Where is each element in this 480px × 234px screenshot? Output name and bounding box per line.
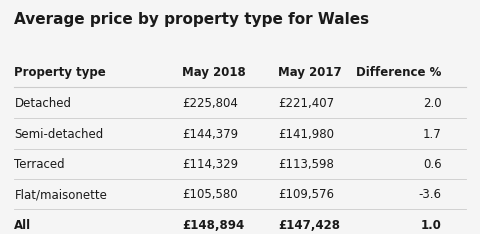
Text: £144,379: £144,379	[182, 128, 239, 141]
Text: Terraced: Terraced	[14, 158, 65, 171]
Text: £114,329: £114,329	[182, 158, 239, 171]
Text: Property type: Property type	[14, 66, 106, 79]
Text: Detached: Detached	[14, 97, 72, 110]
Text: £141,980: £141,980	[278, 128, 335, 141]
Text: 2.0: 2.0	[423, 97, 442, 110]
Text: Flat/maisonette: Flat/maisonette	[14, 188, 107, 201]
Text: Average price by property type for Wales: Average price by property type for Wales	[14, 12, 370, 27]
Text: £105,580: £105,580	[182, 188, 238, 201]
Text: Difference %: Difference %	[356, 66, 442, 79]
Text: £113,598: £113,598	[278, 158, 334, 171]
Text: 1.7: 1.7	[423, 128, 442, 141]
Text: May 2018: May 2018	[182, 66, 246, 79]
Text: 0.6: 0.6	[423, 158, 442, 171]
Text: £221,407: £221,407	[278, 97, 335, 110]
Text: £109,576: £109,576	[278, 188, 335, 201]
Text: May 2017: May 2017	[278, 66, 342, 79]
Text: Semi-detached: Semi-detached	[14, 128, 104, 141]
Text: -3.6: -3.6	[419, 188, 442, 201]
Text: £147,428: £147,428	[278, 219, 340, 232]
Text: All: All	[14, 219, 32, 232]
Text: 1.0: 1.0	[421, 219, 442, 232]
Text: £225,804: £225,804	[182, 97, 238, 110]
Text: £148,894: £148,894	[182, 219, 245, 232]
